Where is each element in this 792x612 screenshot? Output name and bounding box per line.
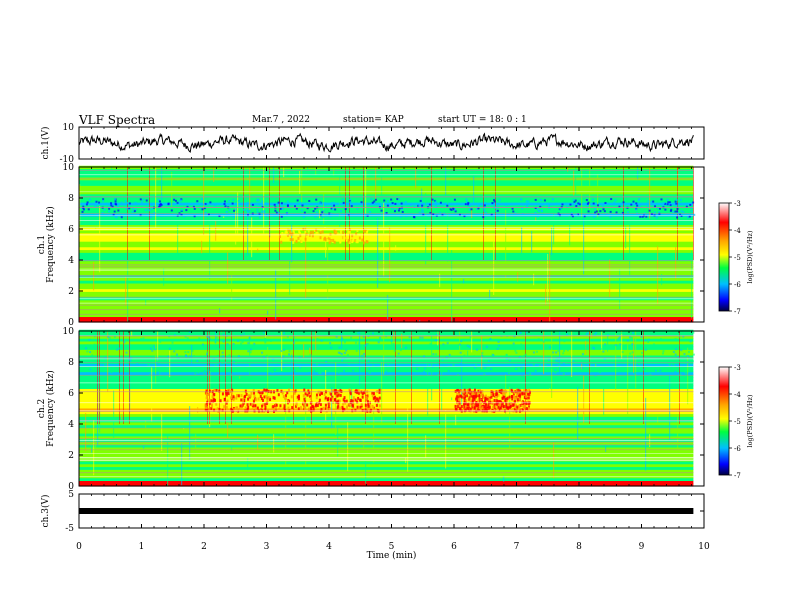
start-time-label: start UT = 18: 0 : 1 bbox=[438, 115, 527, 125]
colorbar-tick-label: -6 bbox=[734, 281, 741, 289]
colorbar-tick-label: -3 bbox=[734, 200, 741, 208]
ch3-waveform-panel: 5 -5 ch.3(V) bbox=[40, 490, 705, 534]
y-tick-label: 4 bbox=[68, 256, 74, 266]
station-label: station= KAP bbox=[343, 115, 404, 125]
y-tick-label: 10 bbox=[63, 163, 75, 173]
x-tick-label: 1 bbox=[139, 542, 145, 552]
colorbar-tick-label: -6 bbox=[734, 445, 741, 453]
time-axis: 0 1 2 3 4 5 6 7 8 9 10 Time (min) bbox=[76, 542, 710, 561]
colorbar-tick-label: -3 bbox=[734, 364, 741, 372]
x-tick-label: 2 bbox=[201, 542, 207, 552]
x-tick-label: 4 bbox=[326, 542, 332, 552]
figure-title: VLF Spectra bbox=[79, 113, 156, 127]
colorbar-gradient bbox=[718, 366, 730, 476]
ch2-colorbar: -3 -4 -5 -6 -7 log(PSD)(V²/Hz) bbox=[718, 364, 754, 480]
x-tick-label: 5 bbox=[389, 542, 395, 552]
y-tick-label: 2 bbox=[68, 287, 74, 297]
ch1-waveform-panel: 10 -10 ch.1(V) bbox=[40, 123, 705, 165]
y-axis-label: ch.2 bbox=[37, 399, 47, 418]
colorbar-tick-label: -4 bbox=[734, 227, 741, 235]
y-tick-label: -5 bbox=[65, 524, 74, 534]
y-axis-label: Frequency (kHz) bbox=[45, 370, 56, 447]
x-tick-label: 6 bbox=[451, 542, 457, 552]
ch1-waveform-trace bbox=[78, 132, 694, 153]
y-tick-label: 0 bbox=[68, 318, 74, 328]
colorbar-tick-label: -5 bbox=[734, 418, 741, 426]
colorbar-gradient bbox=[718, 202, 730, 312]
y-tick-label: 8 bbox=[68, 194, 74, 204]
ch1-spectrogram-image bbox=[79, 165, 696, 323]
colorbar-tick-label: -7 bbox=[734, 308, 741, 316]
y-tick-label: 6 bbox=[68, 389, 74, 399]
date-label: Mar.7 , 2022 bbox=[252, 115, 310, 125]
x-tick-label: 8 bbox=[576, 542, 582, 552]
y-tick-label: 6 bbox=[68, 225, 74, 235]
y-tick-label: 8 bbox=[68, 358, 74, 368]
y-tick-label: 10 bbox=[63, 327, 75, 337]
colorbar-tick-label: -4 bbox=[734, 391, 741, 399]
x-tick-label: 9 bbox=[639, 542, 645, 552]
y-tick-label: 5 bbox=[68, 490, 74, 500]
y-axis-label: ch.1 bbox=[37, 235, 47, 254]
y-tick-label: -10 bbox=[60, 155, 75, 165]
x-axis-label: Time (min) bbox=[367, 550, 417, 561]
ch2-spectrogram-image bbox=[79, 329, 695, 487]
x-tick-label: 10 bbox=[698, 542, 710, 552]
colorbar-label: log(PSD)(V²/Hz) bbox=[746, 230, 754, 283]
colorbar-tick-label: -7 bbox=[734, 472, 741, 480]
ch1-spectrogram-panel: 0 2 4 6 8 10 ch.1 Frequency (kHz) bbox=[37, 163, 705, 328]
y-axis-label: Frequency (kHz) bbox=[45, 206, 56, 283]
x-tick-label: 0 bbox=[76, 542, 82, 552]
y-axis-label: ch.3(V) bbox=[40, 495, 51, 528]
y-axis-label: ch.1(V) bbox=[40, 127, 51, 160]
x-tick-label: 3 bbox=[264, 542, 270, 552]
ch1-colorbar: -3 -4 -5 -6 -7 log(PSD)(V²/Hz) bbox=[718, 200, 754, 316]
y-tick-label: 4 bbox=[68, 420, 74, 430]
y-tick-label: 0 bbox=[68, 482, 74, 492]
colorbar-tick-label: -5 bbox=[734, 254, 741, 262]
ch3-waveform-trace bbox=[79, 508, 694, 514]
ch2-spectrogram-panel: 0 2 4 6 8 10 ch.2 Frequency (kHz) bbox=[37, 327, 705, 492]
x-tick-label: 7 bbox=[514, 542, 520, 552]
colorbar-label: log(PSD)(V²/Hz) bbox=[746, 394, 754, 447]
y-tick-label: 2 bbox=[68, 451, 74, 461]
y-tick-label: 10 bbox=[63, 123, 75, 133]
